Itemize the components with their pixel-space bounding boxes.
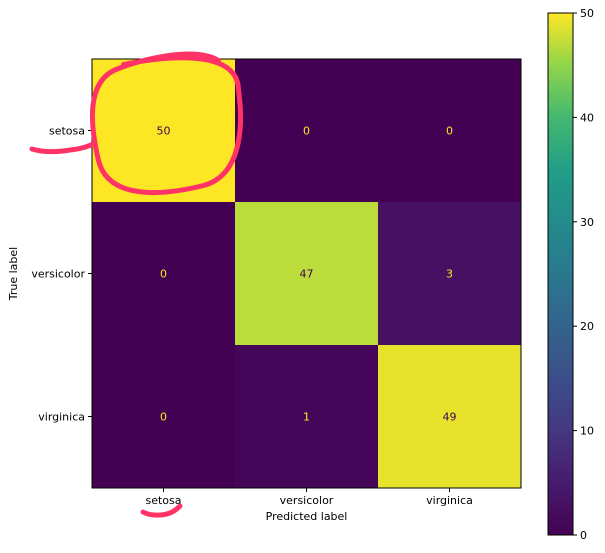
colorbar-tick-label: 40 [580, 111, 594, 124]
cell-value-label: 50 [157, 125, 171, 138]
cell-value-label: 1 [303, 411, 310, 424]
y-tick-label: virginica [38, 411, 85, 424]
heatmap-cell [235, 59, 378, 202]
x-tick-label: versicolor [280, 494, 334, 507]
y-tick-label: versicolor [31, 268, 85, 281]
cell-value-label: 0 [160, 411, 167, 424]
heatmap-cells: 50 0 0 0 47 3 0 1 49 [92, 59, 521, 488]
colorbar: 0 10 20 30 40 50 [547, 7, 594, 542]
x-tick-label: setosa [145, 494, 181, 507]
underline-mark-left [29, 140, 98, 155]
x-axis-label: Predicted label [266, 510, 348, 523]
x-tick-label: virginica [426, 494, 473, 507]
heatmap-cell [378, 202, 521, 345]
cell-value-label: 49 [443, 411, 457, 424]
colorbar-tick-label: 20 [580, 320, 594, 333]
cell-value-label: 47 [300, 268, 314, 281]
heatmap-cell [235, 345, 378, 488]
heatmap-cell [92, 202, 235, 345]
underline-mark-bottom [140, 503, 183, 518]
handwritten-annotations [29, 51, 243, 518]
heatmap-cell [92, 345, 235, 488]
colorbar-tick-label: 50 [580, 7, 594, 20]
colorbar-tick-label: 0 [580, 529, 587, 542]
heatmap-cell [378, 59, 521, 202]
colorbar-tick-label: 30 [580, 216, 594, 229]
heatmap-cell [92, 59, 235, 202]
cell-value-label: 3 [446, 268, 453, 281]
cell-value-label: 0 [160, 268, 167, 281]
cell-value-label: 0 [446, 125, 453, 138]
y-tick-label: setosa [49, 125, 85, 138]
axes: setosa versicolor virginica setosa versicolo… [31, 125, 473, 508]
cell-value-label: 0 [303, 125, 310, 138]
y-axis-label: True label [7, 247, 20, 301]
heatmap-cell [378, 345, 521, 488]
highlight-circle [89, 51, 243, 196]
colorbar-tick-label: 10 [580, 425, 594, 438]
heatmap-cell [235, 202, 378, 345]
colorbar-bar [547, 12, 574, 536]
